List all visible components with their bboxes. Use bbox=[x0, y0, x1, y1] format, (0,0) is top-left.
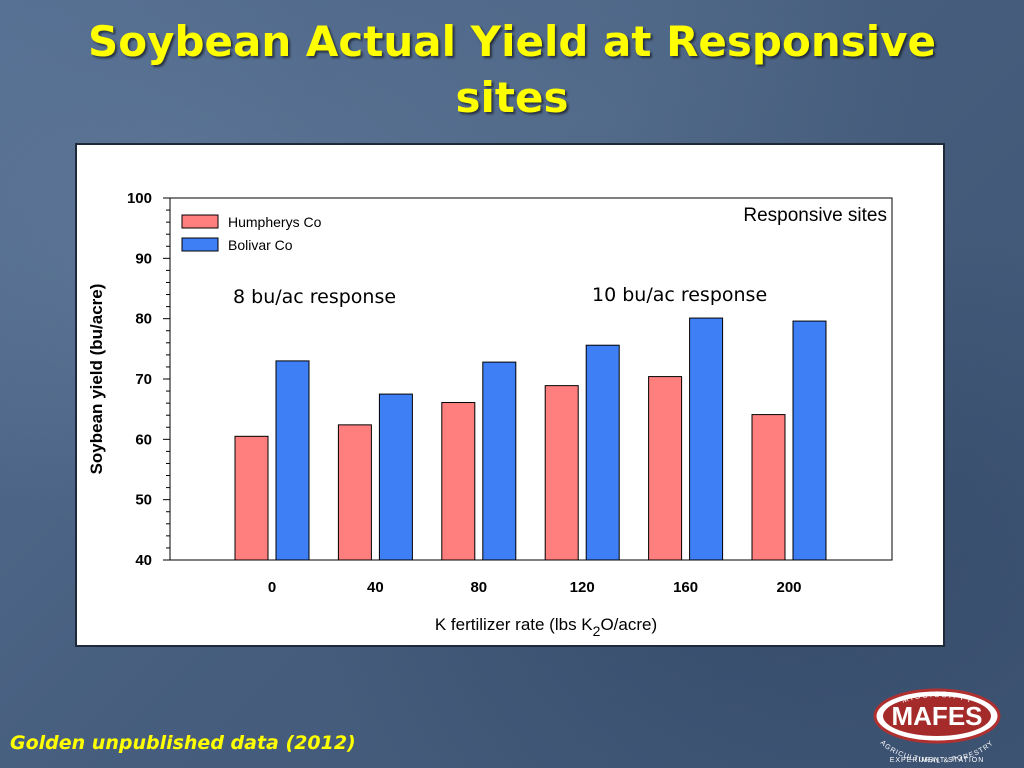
x-tick-label-80: 80 bbox=[470, 579, 487, 596]
bar-humpherys-co-80 bbox=[441, 402, 476, 561]
y-tick-label-80: 80 bbox=[135, 311, 152, 328]
x-tick-label-0: 0 bbox=[268, 579, 276, 596]
bar-bolivar-co-200 bbox=[792, 320, 827, 561]
x-axis-label-end: O/acre) bbox=[600, 615, 657, 634]
y-tick-label-90: 90 bbox=[135, 250, 152, 267]
y-tick-label-70: 70 bbox=[135, 371, 152, 388]
slide-title: Soybean Actual Yield at Responsive sites bbox=[60, 14, 964, 126]
mafes-logo: MAFES MISSISSIPPI AGRICULTURAL & FORESTR… bbox=[873, 688, 1001, 765]
annotation-10-bu-response: 10 bu/ac response bbox=[592, 284, 767, 306]
chart-panel: 0 40 80 120 160 200 40 50 60 70 80 90 100 Soybean yi… bbox=[75, 143, 945, 647]
bar-humpherys-co-120 bbox=[544, 385, 579, 561]
y-axis-label: Soybean yield (bu/acre) bbox=[87, 284, 106, 475]
logo-bottom-text-2: EXPERIMENT STATION bbox=[890, 757, 985, 764]
slide-title-line-1: Soybean Actual Yield at Responsive bbox=[88, 17, 936, 66]
logo-mafes-text: MAFES bbox=[892, 701, 983, 731]
x-axis-label: K fertilizer rate (lbs K2O/acre) bbox=[435, 615, 657, 639]
bar-bolivar-co-40 bbox=[378, 393, 413, 561]
x-axis-label-subscript: 2 bbox=[593, 623, 601, 639]
legend-swatch-bolivar bbox=[181, 237, 219, 252]
legend: Humpherys Co Bolivar Co bbox=[181, 214, 322, 253]
x-axis-label-main: K fertilizer rate (lbs K bbox=[435, 615, 593, 634]
annotation-responsive-sites: Responsive sites bbox=[743, 205, 887, 226]
bar-humpherys-co-160 bbox=[648, 376, 683, 561]
y-tick-label-100: 100 bbox=[127, 190, 152, 207]
bar-bolivar-co-120 bbox=[585, 344, 620, 561]
ticks-layer: 0 40 80 120 160 200 40 50 60 70 80 90 100 bbox=[127, 190, 802, 596]
footer-citation: Golden unpublished data (2012) bbox=[10, 732, 356, 754]
legend-swatch-humpherys bbox=[181, 214, 219, 229]
x-tick-label-120: 120 bbox=[570, 579, 595, 596]
bar-humpherys-co-200 bbox=[751, 414, 786, 561]
x-tick-label-200: 200 bbox=[776, 579, 801, 596]
slide-title-line-2: sites bbox=[455, 73, 569, 122]
bar-bolivar-co-0 bbox=[275, 360, 310, 561]
bar-humpherys-co-0 bbox=[234, 435, 269, 561]
legend-label-bolivar: Bolivar Co bbox=[228, 237, 293, 253]
bar-chart: 0 40 80 120 160 200 40 50 60 70 80 90 100 Soybean yi… bbox=[87, 190, 893, 639]
bar-bolivar-co-160 bbox=[689, 317, 724, 561]
bar-humpherys-co-40 bbox=[337, 424, 372, 561]
legend-label-humpherys: Humpherys Co bbox=[228, 214, 322, 230]
y-tick-label-60: 60 bbox=[135, 431, 152, 448]
y-tick-label-50: 50 bbox=[135, 492, 152, 509]
x-tick-label-40: 40 bbox=[367, 579, 384, 596]
x-tick-label-160: 160 bbox=[673, 579, 698, 596]
annotation-8-bu-response: 8 bu/ac response bbox=[233, 286, 396, 308]
bars-layer bbox=[234, 317, 827, 561]
y-tick-label-40: 40 bbox=[135, 552, 152, 569]
bar-bolivar-co-80 bbox=[482, 361, 517, 561]
